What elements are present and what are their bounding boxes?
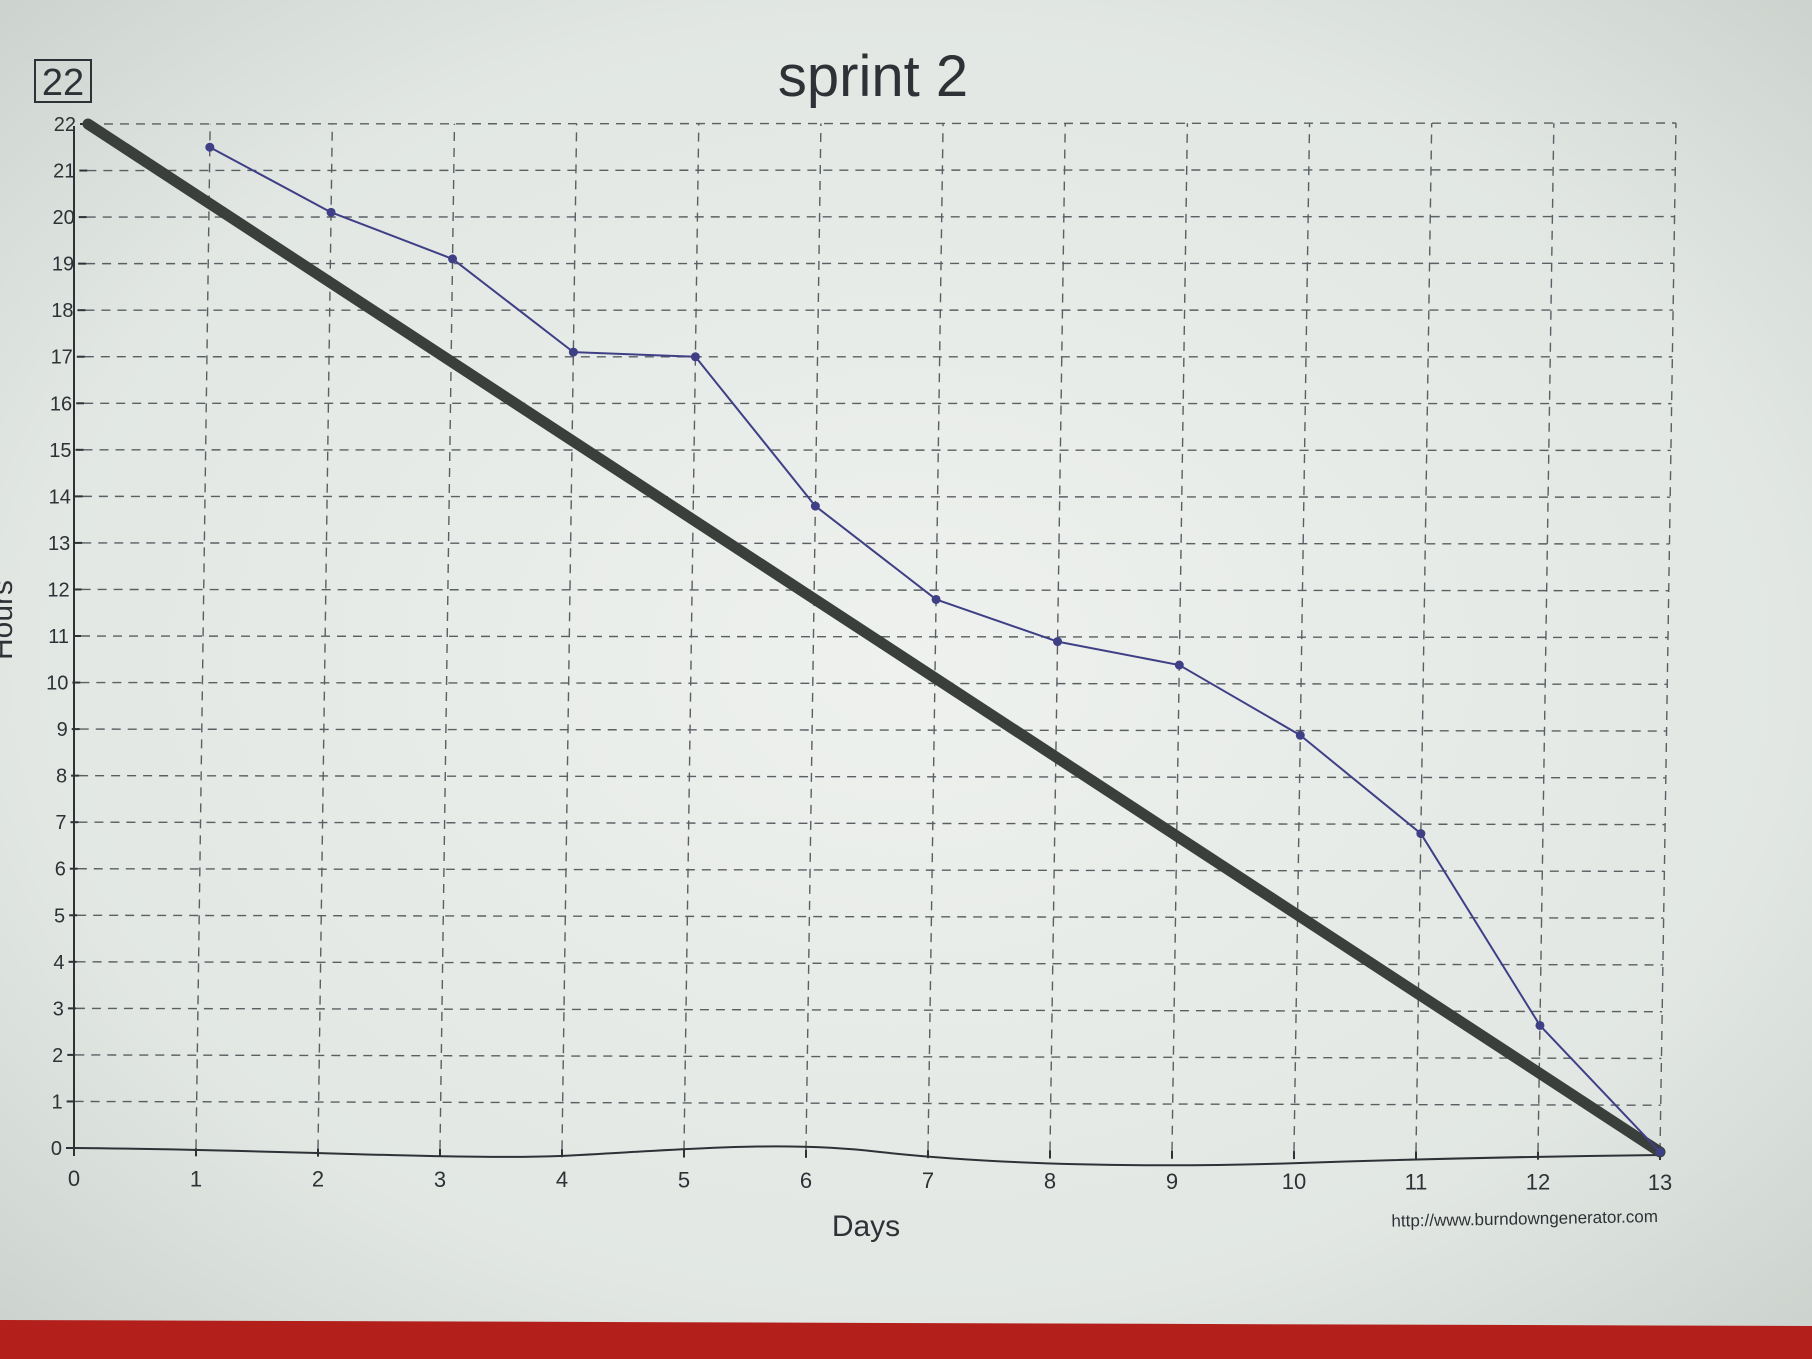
x-tick-label: 8 [1044,1168,1056,1193]
actual-data-point [1295,730,1305,740]
y-tick-label: 17 [51,347,73,369]
x-tick-label: 1 [190,1166,202,1191]
gridline-h [82,542,1670,545]
y-tick-label: 5 [54,905,65,927]
x-tick-label: 6 [800,1168,812,1193]
y-tick-label: 16 [50,393,72,415]
x-tick-label: 4 [556,1167,568,1192]
y-tick-label: 21 [53,161,75,183]
gridline-v [1415,123,1433,1152]
gridline-h [74,1100,1661,1106]
x-tick-label: 2 [312,1167,324,1192]
x-tick-label: 11 [1405,1169,1428,1194]
gridline-h [87,122,1677,125]
x-tick-label: 0 [68,1166,80,1191]
gridline-h [80,681,1668,685]
x-axis-label: Days [832,1210,900,1243]
ideal-burndown-line [82,118,1666,1158]
x-tick-label: 13 [1648,1170,1672,1195]
y-tick-label: 1 [52,1091,63,1113]
source-url: http://www.burndowngenerator.com [1391,1207,1658,1231]
actual-data-point [1655,1147,1665,1157]
x-tick-labels: 0 1 2 3 4 5 6 7 8 9 10 11 12 13 [68,1148,1672,1195]
actual-data-point [448,254,458,264]
x-tick-label: 3 [434,1167,446,1192]
y-tick-label: 11 [48,626,69,648]
x-axis-line [73,1145,1661,1167]
y-tick-label: 8 [56,766,67,788]
actual-data-point [1053,637,1063,647]
actual-data-point [1535,1020,1545,1030]
actual-data-point [1416,829,1426,839]
gridline-v [1293,123,1311,1152]
y-tick-label: 6 [55,859,66,881]
x-tick-label: 10 [1282,1169,1306,1194]
chart-title: sprint 2 [778,44,968,109]
x-tick-label: 5 [678,1168,690,1193]
y-tick-label: 14 [49,486,71,508]
gridline-h [75,1054,1662,1060]
gridline-v [1537,123,1555,1152]
y-tick-label: 12 [47,579,69,601]
sprint-badge-box [34,59,92,103]
gridline-v [1171,123,1189,1151]
gridline-h [76,961,1663,966]
y-tick-label: 13 [48,533,70,555]
gridline-h [79,774,1666,779]
y-tick-label: 3 [53,998,64,1020]
y-tick-label: 10 [46,673,68,695]
gridline-h [77,868,1665,873]
gridline-v [439,123,456,1149]
actual-data-point [1174,660,1184,670]
gridline-h [80,635,1669,639]
y-tick-label: 22 [54,114,76,136]
gridline-v [683,123,700,1150]
gridline-v [561,123,578,1150]
actual-data-point [568,347,578,357]
x-tick-label: 7 [922,1168,934,1193]
horizontal-gridlines [74,122,1677,1106]
gridline-h [86,215,1675,218]
gridline-v [1049,123,1066,1151]
sprint-badge: 22 [42,62,84,104]
y-tick-label: 2 [52,1045,63,1067]
y-tick-label: 7 [55,812,66,834]
y-tick-label: 20 [52,207,74,229]
y-tick-label: 15 [49,440,71,462]
y-tick-label: 9 [57,719,68,741]
y-axis-label: Hours [0,580,19,660]
y-tick-label: 18 [51,300,73,322]
gridline-h [79,728,1667,732]
actual-data-point [205,142,215,152]
gridline-h [78,821,1666,826]
gridline-v [927,123,944,1151]
gridline-h [81,588,1669,592]
actual-data-point [931,594,941,604]
gridline-v [805,123,822,1150]
series-layer [82,118,1666,1158]
actual-data-point [690,352,700,362]
actual-data-point [810,501,820,511]
gridline-h [77,914,1664,919]
gridline-v [195,123,211,1149]
gridline-h [82,495,1671,498]
y-tick-label: 19 [52,254,74,276]
gridline-v [317,123,334,1149]
x-tick-label: 9 [1166,1169,1178,1194]
y-tick-label: 0 [51,1138,62,1160]
vertical-gridlines [195,122,1677,1153]
actual-data-point [326,207,336,217]
gridline-h [75,1007,1663,1013]
x-tick-label: 12 [1526,1170,1550,1195]
gridline-v [1659,122,1677,1153]
gridline-h [83,449,1671,452]
y-tick-label: 4 [53,952,64,974]
gridline-h [87,169,1676,172]
